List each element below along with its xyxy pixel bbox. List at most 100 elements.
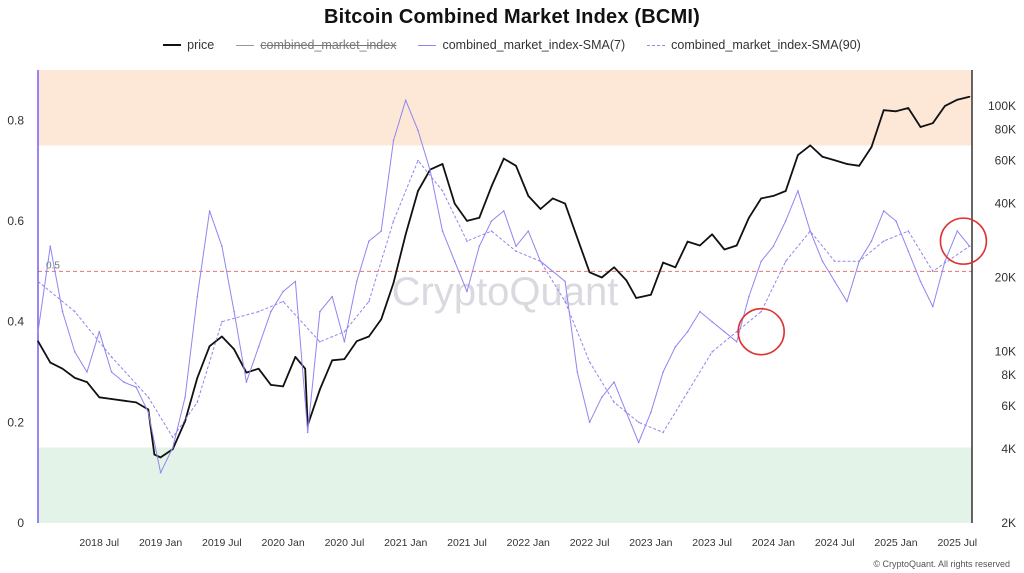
series-point-combined-market-index-sma-90- <box>833 260 836 263</box>
series-point-combined-market-index-sma-7- <box>49 245 52 247</box>
series-point-combined-market-index-sma-7- <box>699 310 701 313</box>
series-point-price <box>846 163 848 165</box>
legend-swatch <box>163 44 182 46</box>
series-point-price <box>453 202 456 205</box>
series-point-combined-market-index-sma-7- <box>760 260 762 263</box>
series-point-combined-market-index-sma-90- <box>368 300 370 303</box>
series-point-price <box>686 240 689 243</box>
series-point-combined-market-index-sma-7- <box>355 280 358 283</box>
series-point-price <box>833 159 836 162</box>
series-point-combined-market-index-sma-7- <box>37 330 39 333</box>
series-point-price <box>601 276 603 279</box>
series-point-combined-market-index-sma-90- <box>343 330 346 333</box>
series-point-combined-market-index-sma-7- <box>564 280 566 283</box>
series-point-price <box>304 367 307 370</box>
y-right-tick-label: 20K <box>995 270 1016 284</box>
series-point-combined-market-index-sma-7- <box>270 310 272 313</box>
series-point-price <box>858 165 861 167</box>
series-point-price <box>944 105 946 107</box>
series-point-price <box>196 377 199 379</box>
series-point-combined-market-index-sma-7- <box>429 169 432 172</box>
series-point-combined-market-index-sma-90- <box>257 310 260 313</box>
series-point-combined-market-index-sma-7- <box>196 295 199 298</box>
series-point-price <box>294 356 297 358</box>
annotation-circle-2 <box>939 217 988 265</box>
y-right-tick-label: 100K <box>988 99 1016 113</box>
series-point-combined-market-index-sma-90- <box>637 421 640 424</box>
chart-title: Bitcoin Combined Market Index (BCMI) <box>323 6 701 28</box>
series-point-combined-market-index-sma-90- <box>392 220 395 222</box>
x-tick-label: 2020 Jan <box>262 537 305 549</box>
series-point-combined-market-index-sma-7- <box>380 230 383 232</box>
series-point-price <box>931 122 934 125</box>
annotation-circle-1 <box>737 307 785 356</box>
series-point-price <box>870 146 873 148</box>
series-point-combined-market-index-sma-90- <box>319 341 321 343</box>
x-tick-label: 2022 Jul <box>570 537 610 549</box>
series-point-price <box>319 388 321 391</box>
series-point-combined-market-index-sma-90- <box>907 230 910 232</box>
series-point-combined-market-index-sma-7- <box>490 220 493 222</box>
series-point-combined-market-index-sma-90- <box>441 190 444 192</box>
series-point-price <box>821 156 824 158</box>
series-point-combined-market-index-sma-7- <box>441 230 444 232</box>
legend-item[interactable]: combined_market_index <box>236 38 396 52</box>
legend-item[interactable]: combined_market_index-SMA(90) <box>647 38 861 52</box>
x-tick-label: 2018 Jul <box>79 537 119 549</box>
series-point-combined-market-index-sma-90- <box>515 250 517 252</box>
series-point-combined-market-index-sma-7- <box>184 396 186 398</box>
series-point-price <box>61 367 64 370</box>
series-point-combined-market-index-sma-7- <box>833 280 836 283</box>
y-left-tick-label: 0 <box>17 516 24 530</box>
series-point-price <box>674 266 677 269</box>
series-point-combined-market-index-sma-7- <box>588 421 591 424</box>
series-point-price <box>711 233 713 236</box>
series-point-combined-market-index-sma-90- <box>221 320 223 323</box>
series-point-price <box>576 237 579 239</box>
legend-label: combined_market_index-SMA(90) <box>671 38 861 52</box>
series-point-combined-market-index-sma-7- <box>919 280 922 283</box>
series-point-combined-market-index-sma-7- <box>343 341 346 343</box>
legend-item[interactable]: price <box>163 38 214 52</box>
series-point-combined-market-index-sma-7- <box>944 260 946 263</box>
series-point-price <box>466 220 468 222</box>
series-point-combined-market-index-sma-7- <box>502 210 505 212</box>
series-point-price <box>153 453 156 456</box>
series-point-combined-market-index-sma-7- <box>392 139 395 142</box>
series-point-combined-market-index-sma-7- <box>650 411 652 414</box>
series-point-price <box>331 359 333 362</box>
series-point-combined-market-index-sma-7- <box>931 305 934 308</box>
series-point-combined-market-index-sma-90- <box>37 280 39 283</box>
series-point-combined-market-index-sma-7- <box>601 396 603 398</box>
series-point-price <box>343 358 346 360</box>
series-point-price <box>515 165 517 167</box>
copyright-footer: © CryptoQuant. All rights reserved <box>873 559 1010 569</box>
series-point-combined-market-index-sma-7- <box>895 220 897 222</box>
series-point-combined-market-index-sma-90- <box>172 436 174 439</box>
zone-undervalued <box>38 447 972 523</box>
series-point-combined-market-index-sma-90- <box>760 310 762 313</box>
series-point-combined-market-index-sma-7- <box>135 386 137 388</box>
series-point-combined-market-index-sma-90- <box>662 431 664 434</box>
series-point-combined-market-index-sma-7- <box>331 295 333 298</box>
series-point-combined-market-index-sma-7- <box>221 245 223 247</box>
legend-item[interactable]: combined_market_index-SMA(7) <box>418 38 625 52</box>
series-point-price <box>760 197 762 200</box>
series-point-combined-market-index-sma-7- <box>907 250 910 252</box>
series-point-combined-market-index-sma-7- <box>172 446 174 449</box>
series-point-combined-market-index-sma-90- <box>466 240 468 242</box>
series-point-combined-market-index-sma-90- <box>784 260 787 263</box>
series-point-combined-market-index-sma-90- <box>968 245 971 247</box>
series-point-price <box>110 398 113 400</box>
series-point-price <box>613 266 615 269</box>
legend: price combined_market_index combined_marke… <box>0 38 1024 52</box>
series-point-combined-market-index-sma-7- <box>711 320 713 323</box>
series-point-combined-market-index-sma-90- <box>588 361 591 363</box>
series-point-price <box>135 401 137 404</box>
series-point-combined-market-index-sma-90- <box>686 391 689 393</box>
series-point-combined-market-index-sma-7- <box>61 310 64 313</box>
x-tick-label: 2024 Jul <box>815 537 855 549</box>
threshold-label: 0.5 <box>46 260 60 271</box>
series-point-combined-market-index-sma-90- <box>73 310 76 313</box>
